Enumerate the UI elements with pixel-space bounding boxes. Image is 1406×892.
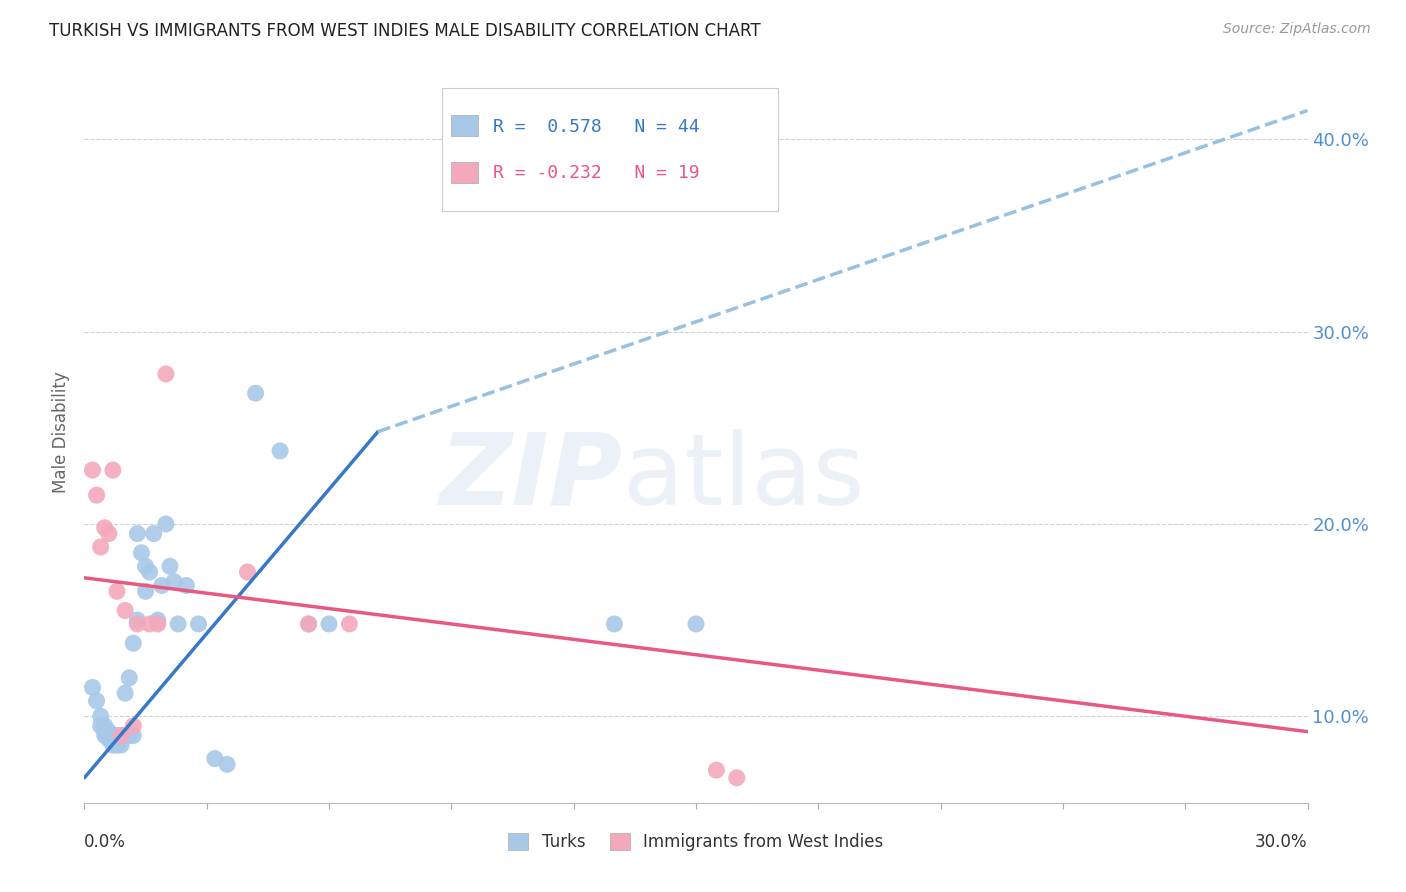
Point bbox=[706, 763, 728, 777]
Point bbox=[142, 526, 165, 541]
Point bbox=[105, 738, 128, 752]
Point bbox=[101, 729, 124, 743]
Point bbox=[298, 617, 321, 632]
Point bbox=[135, 559, 157, 574]
Text: TURKISH VS IMMIGRANTS FROM WEST INDIES MALE DISABILITY CORRELATION CHART: TURKISH VS IMMIGRANTS FROM WEST INDIES M… bbox=[49, 22, 761, 40]
Point bbox=[146, 617, 169, 632]
Point bbox=[101, 738, 124, 752]
Point bbox=[114, 686, 136, 700]
Point bbox=[127, 613, 149, 627]
Point bbox=[105, 584, 128, 599]
Point bbox=[86, 488, 108, 502]
Point bbox=[131, 546, 153, 560]
Point bbox=[97, 526, 120, 541]
Point bbox=[93, 729, 115, 743]
Point bbox=[90, 719, 112, 733]
Y-axis label: Male Disability: Male Disability bbox=[52, 372, 70, 493]
Point bbox=[236, 565, 259, 579]
FancyBboxPatch shape bbox=[441, 88, 778, 211]
Text: ZIP: ZIP bbox=[440, 428, 623, 525]
Point bbox=[101, 463, 124, 477]
Point bbox=[114, 729, 136, 743]
Point bbox=[167, 617, 190, 632]
Bar bbox=[451, 115, 478, 136]
Point bbox=[118, 671, 141, 685]
Point bbox=[118, 729, 141, 743]
Text: 30.0%: 30.0% bbox=[1256, 833, 1308, 851]
Point bbox=[245, 386, 267, 401]
Point bbox=[93, 719, 115, 733]
Point bbox=[90, 540, 112, 554]
Point bbox=[146, 613, 169, 627]
Point bbox=[90, 709, 112, 723]
Text: atlas: atlas bbox=[623, 428, 865, 525]
Point bbox=[298, 617, 321, 632]
Point bbox=[114, 603, 136, 617]
Point bbox=[204, 751, 226, 765]
Point bbox=[269, 443, 291, 458]
Point bbox=[725, 771, 748, 785]
Point bbox=[127, 526, 149, 541]
Point bbox=[174, 578, 197, 592]
Point bbox=[135, 584, 157, 599]
Point bbox=[93, 521, 115, 535]
Point bbox=[150, 578, 173, 592]
Point bbox=[217, 757, 239, 772]
Point bbox=[685, 617, 707, 632]
Point bbox=[105, 729, 128, 743]
Point bbox=[318, 617, 340, 632]
Text: 0.0%: 0.0% bbox=[84, 833, 127, 851]
Point bbox=[155, 367, 177, 381]
Point bbox=[122, 729, 145, 743]
Point bbox=[163, 574, 186, 589]
Text: R = -0.232   N = 19: R = -0.232 N = 19 bbox=[494, 164, 700, 183]
Point bbox=[138, 565, 160, 579]
Point bbox=[110, 738, 132, 752]
Point bbox=[110, 729, 132, 743]
Point bbox=[603, 617, 626, 632]
Point bbox=[159, 559, 181, 574]
Point bbox=[97, 724, 120, 739]
Legend: Turks, Immigrants from West Indies: Turks, Immigrants from West Indies bbox=[502, 826, 890, 857]
Point bbox=[93, 724, 115, 739]
Point bbox=[82, 463, 104, 477]
Point bbox=[127, 617, 149, 632]
Text: R =  0.578   N = 44: R = 0.578 N = 44 bbox=[494, 118, 700, 136]
Point bbox=[97, 732, 120, 747]
Point bbox=[110, 729, 132, 743]
Point bbox=[86, 694, 108, 708]
Point bbox=[339, 617, 361, 632]
Point bbox=[82, 681, 104, 695]
Bar bbox=[451, 162, 478, 183]
Text: Source: ZipAtlas.com: Source: ZipAtlas.com bbox=[1223, 22, 1371, 37]
Point bbox=[138, 617, 160, 632]
Point bbox=[122, 719, 145, 733]
Point bbox=[187, 617, 209, 632]
Point bbox=[122, 636, 145, 650]
Point bbox=[155, 516, 177, 531]
